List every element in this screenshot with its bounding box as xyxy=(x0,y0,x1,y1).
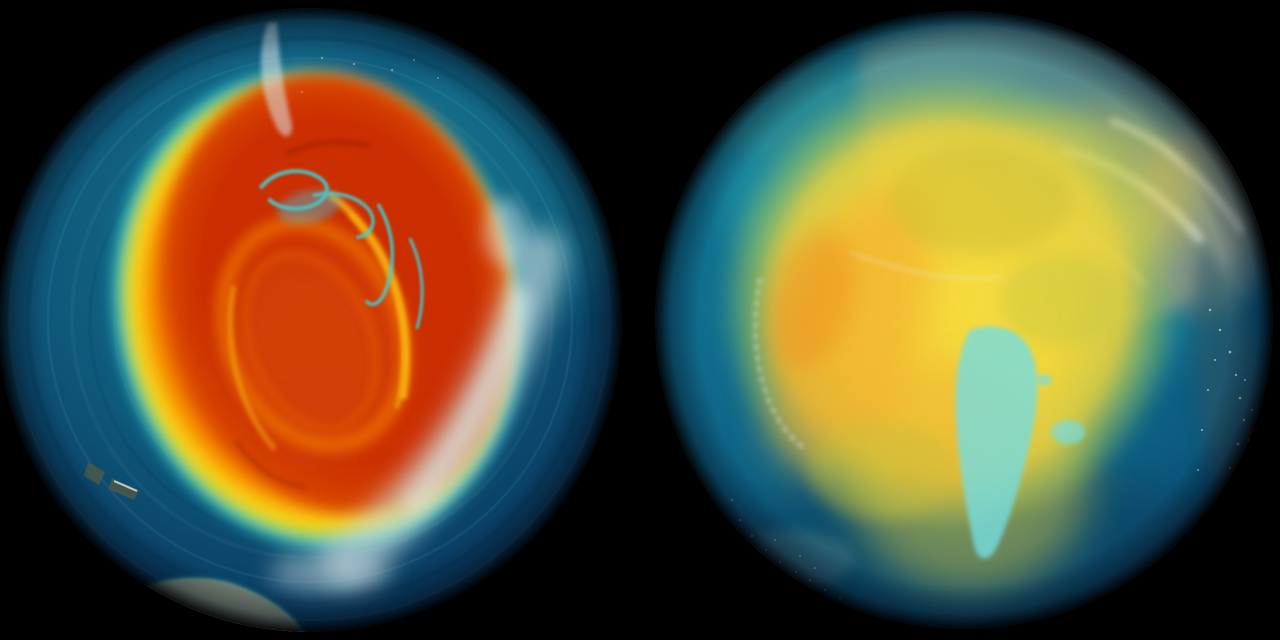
arctic-ozone-globe xyxy=(655,11,1273,629)
limb-vignette xyxy=(655,11,1273,629)
antarctic-ozone-globe xyxy=(0,8,622,632)
limb-vignette xyxy=(0,8,622,632)
